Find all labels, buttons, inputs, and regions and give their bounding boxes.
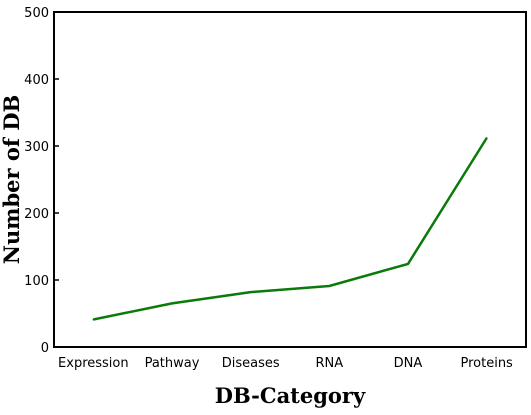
- x-tick-label: Proteins: [460, 356, 513, 371]
- series-layer: [92, 137, 488, 321]
- y-tick-label: 100: [24, 274, 49, 289]
- data-point: [249, 291, 252, 293]
- series-line: [93, 137, 488, 321]
- y-tick-label: 400: [24, 73, 49, 88]
- x-tick-label: RNA: [316, 356, 344, 371]
- data-point: [407, 263, 409, 265]
- data-point: [92, 318, 95, 321]
- y-tick-label: 200: [24, 207, 49, 222]
- x-tick-label: Diseases: [222, 356, 280, 371]
- x-tick-label: DNA: [394, 356, 423, 371]
- plot-frame: [53, 11, 527, 348]
- y-tick-label: 500: [24, 6, 49, 21]
- x-axis-title: DB-Category: [215, 383, 366, 408]
- y-axis-title: Number of DB: [0, 95, 24, 264]
- data-point: [485, 137, 488, 139]
- y-tick-label: 0: [41, 341, 49, 356]
- tick-layer: 0 100 200 300 400 500 Expression Pathway Disease…: [24, 6, 513, 371]
- x-tick-label: Pathway: [145, 356, 200, 371]
- data-point: [171, 302, 173, 305]
- x-tick-label: Expression: [58, 356, 129, 371]
- y-tick-label: 300: [24, 140, 49, 155]
- data-point: [328, 285, 331, 287]
